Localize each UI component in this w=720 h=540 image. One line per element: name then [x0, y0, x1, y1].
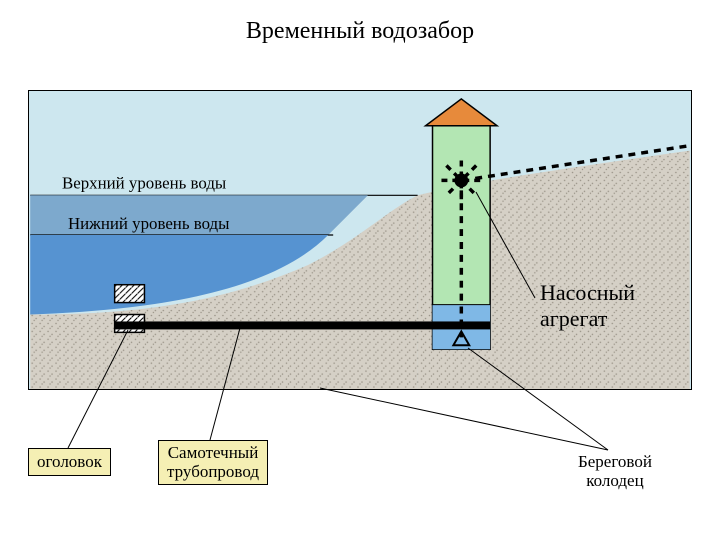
pump-unit-label-l1: Насосный — [540, 280, 635, 306]
gravity-pipe-callout-l2: трубопровод — [167, 463, 259, 482]
upper-water-label: Верхний уровень воды — [62, 173, 226, 192]
intake-callout: оголовок — [28, 448, 111, 476]
diagram-title: Временный водозабор — [0, 18, 720, 45]
gravity-pipe-callout: Самотечный трубопровод — [158, 440, 268, 485]
intake-head-top — [115, 285, 145, 303]
shore-well-callout-l1: Береговой — [578, 453, 652, 472]
gravity-pipe — [115, 321, 490, 329]
pump-unit-label: Насосный агрегат — [540, 280, 635, 332]
shore-well-callout-l2: колодец — [578, 472, 652, 491]
gravity-pipe-callout-l1: Самотечный — [167, 444, 259, 463]
diagram-svg: Верхний уровень воды Нижний уровень воды — [29, 91, 691, 389]
well-roof — [426, 99, 498, 126]
pump-unit-label-l2: агрегат — [540, 306, 635, 332]
diagram-frame: Верхний уровень воды Нижний уровень воды — [28, 90, 692, 390]
shore-well-callout: Береговой колодец — [570, 450, 660, 493]
lower-water-label: Нижний уровень воды — [68, 214, 230, 233]
intake-callout-text: оголовок — [37, 452, 102, 471]
